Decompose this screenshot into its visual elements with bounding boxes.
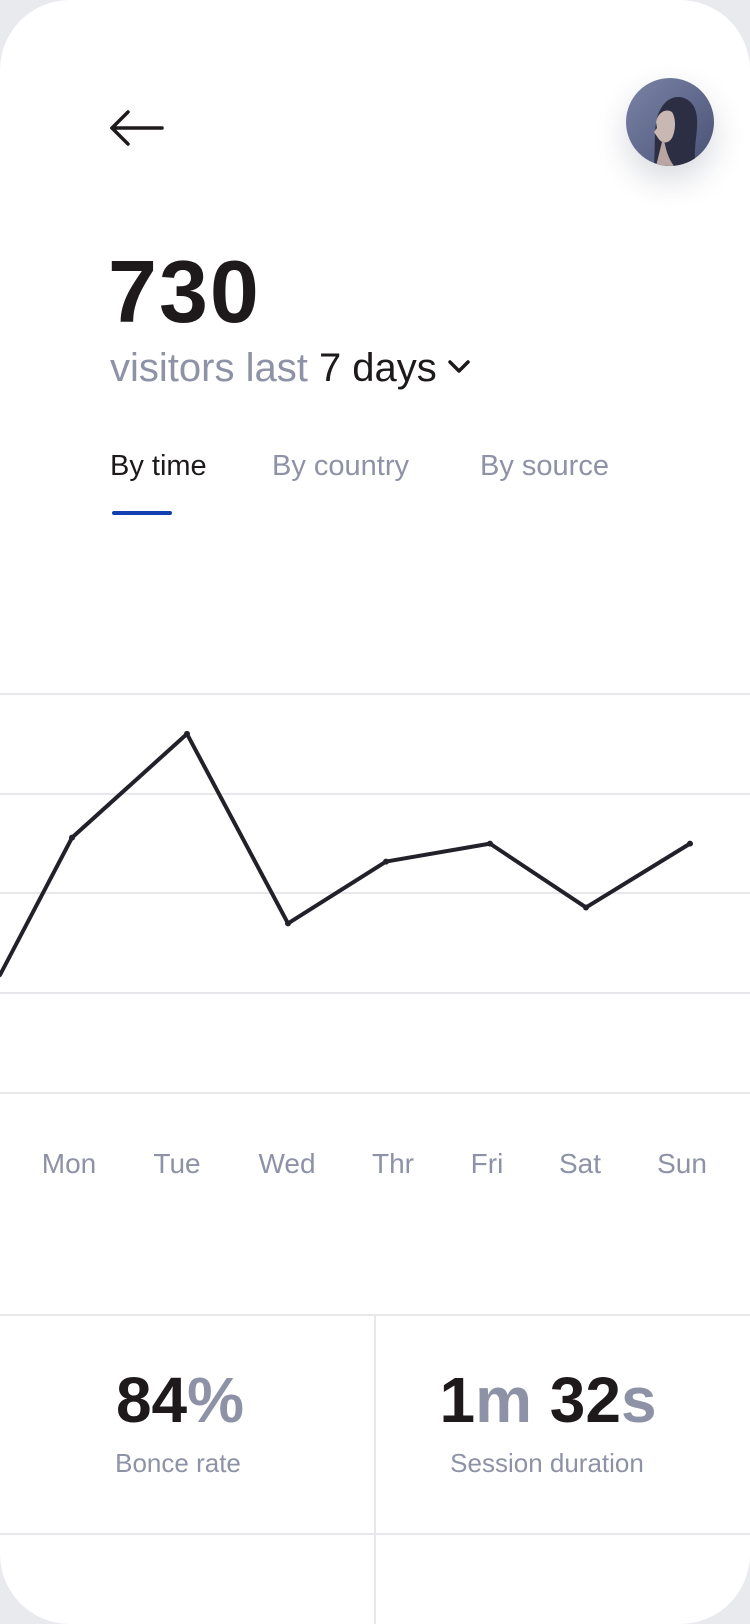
x-label-thr: Thr: [372, 1148, 414, 1179]
data-point-sat[interactable]: [583, 904, 589, 911]
session-seconds-unit: s: [620, 1364, 657, 1436]
bounce-rate-unit: %: [187, 1364, 245, 1436]
visitors-subtitle: visitors last 7 days: [110, 346, 471, 390]
period-label: 7 days: [318, 346, 437, 390]
data-point-wed[interactable]: [285, 920, 291, 927]
session-duration-value: 1m 32s: [439, 1368, 656, 1432]
chevron-down-icon: [448, 360, 470, 374]
data-point-sun[interactable]: [687, 840, 693, 847]
period-selector[interactable]: 7 days: [319, 346, 471, 390]
back-button[interactable]: [108, 108, 164, 148]
chart-canvas: [0, 693, 750, 1094]
tab-by-time[interactable]: By time: [110, 450, 207, 482]
arrow-left-icon: [110, 110, 164, 146]
data-point-thr[interactable]: [383, 858, 389, 865]
tab-bar: By time By country By source: [0, 450, 750, 520]
x-label-mon: Mon: [41, 1148, 97, 1179]
stats-divider-vertical: [374, 1314, 376, 1624]
x-label-sat: Sat: [558, 1148, 602, 1179]
x-label-tue: Tue: [153, 1148, 201, 1179]
data-point-tue[interactable]: [184, 730, 190, 737]
avatar[interactable]: [626, 78, 714, 166]
active-tab-indicator: [112, 511, 172, 515]
tab-by-source[interactable]: By source: [480, 450, 609, 482]
data-point-fri[interactable]: [487, 840, 493, 847]
user-avatar-icon: [626, 78, 714, 166]
bounce-rate-label: Bonce rate: [115, 1448, 241, 1478]
session-minutes: 1: [439, 1364, 476, 1436]
series-line: [0, 731, 692, 977]
data-point-mon[interactable]: [69, 834, 75, 841]
visitor-count: 730: [108, 242, 261, 341]
bounce-rate-value: 84%: [116, 1368, 244, 1432]
session-seconds: 32: [549, 1364, 621, 1436]
visitors-chart: [0, 640, 750, 1170]
x-label-wed: Wed: [258, 1148, 316, 1179]
tab-by-country[interactable]: By country: [272, 450, 409, 482]
x-label-sun: Sun: [657, 1148, 707, 1179]
bounce-rate-number: 84: [115, 1364, 188, 1436]
x-label-fri: Fri: [470, 1148, 504, 1179]
session-duration-label: Session duration: [450, 1448, 644, 1478]
session-minutes-unit: m: [475, 1364, 532, 1436]
subtitle-prefix: visitors last: [110, 346, 308, 390]
